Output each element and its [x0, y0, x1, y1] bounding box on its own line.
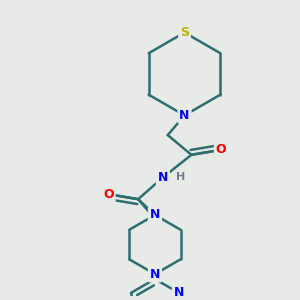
- Text: H: H: [176, 172, 185, 182]
- Text: O: O: [103, 188, 114, 201]
- Text: S: S: [180, 26, 189, 39]
- Text: N: N: [150, 212, 160, 225]
- Text: O: O: [216, 143, 226, 156]
- Text: N: N: [174, 286, 184, 299]
- Text: N: N: [179, 109, 190, 122]
- Text: N: N: [150, 208, 160, 221]
- Text: N: N: [158, 171, 168, 184]
- Text: N: N: [150, 268, 160, 281]
